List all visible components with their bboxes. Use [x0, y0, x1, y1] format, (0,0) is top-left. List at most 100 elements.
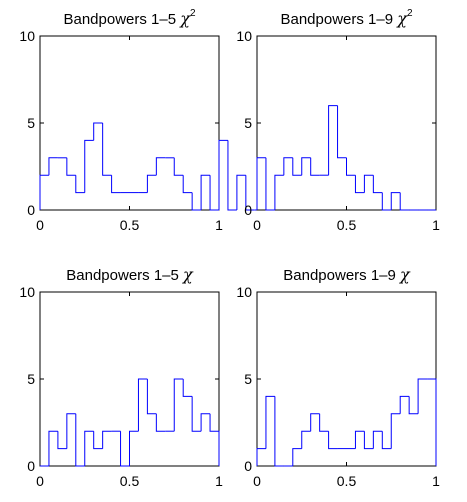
y-tick-label: 10	[19, 284, 35, 300]
histogram-bin	[155, 157, 166, 176]
histogram-bin	[427, 378, 437, 466]
histogram-bin	[227, 140, 237, 211]
histogram-bin	[218, 139, 228, 210]
histogram-bin	[146, 174, 157, 193]
histogram-bin	[236, 174, 246, 210]
x-tick-label: 0.5	[120, 217, 140, 233]
histogram-bin	[354, 175, 365, 194]
panel-title-text: Bandpowers 1–9	[283, 267, 400, 284]
histogram-bin	[155, 413, 166, 432]
histogram-bin	[292, 157, 302, 176]
histogram-bin	[129, 430, 139, 466]
panel-title: Bandpowers 1–5 χ	[66, 265, 194, 284]
histogram-bin	[93, 431, 103, 450]
panel-title-chi-symbol: χ	[179, 9, 191, 28]
x-tick-label: 0.5	[337, 473, 357, 489]
histogram-bin	[48, 430, 58, 466]
x-tick-label: 1	[215, 473, 223, 489]
histogram-bin	[283, 157, 293, 176]
histogram-bin	[328, 431, 338, 450]
histogram-bin	[209, 413, 220, 466]
y-tick-label: 0	[244, 202, 252, 218]
histogram-bin	[75, 413, 85, 467]
histogram-bin	[265, 157, 275, 211]
histogram-bin	[84, 430, 94, 466]
y-tick-label: 5	[244, 115, 252, 131]
axes-box	[256, 35, 437, 211]
histogram-bin	[182, 379, 193, 397]
histogram-bin	[328, 105, 338, 176]
x-tick-label: 0.5	[337, 217, 357, 233]
histogram-bin	[245, 175, 255, 211]
histogram-bin	[301, 157, 311, 176]
y-tick-label: 5	[27, 115, 35, 131]
y-tick-label: 10	[236, 284, 252, 300]
histogram-bin	[200, 413, 211, 432]
histogram-bin	[337, 105, 347, 159]
histogram-bin	[354, 430, 365, 449]
histogram-bin	[39, 174, 49, 210]
histogram-bin	[102, 430, 112, 449]
panel-title-text: Bandpowers 1–5	[63, 11, 180, 28]
panel-title: Bandpowers 1–9 χ	[283, 265, 411, 284]
x-tick-label: 0.5	[120, 473, 140, 489]
histogram-bin	[417, 378, 428, 414]
histogram-bin	[390, 192, 401, 210]
histogram-bin	[84, 139, 94, 193]
panel-title-chi-symbol: χ	[182, 265, 194, 284]
histogram-bin	[256, 448, 266, 466]
histogram-bin	[310, 413, 320, 432]
histogram-bin	[274, 396, 284, 467]
histogram-bin	[319, 413, 329, 432]
y-tick-label: 0	[27, 202, 35, 218]
y-tick-label: 10	[236, 28, 252, 44]
histogram-bin	[102, 123, 112, 176]
histogram-bin	[66, 413, 76, 449]
x-tick-label: 1	[432, 217, 440, 233]
histogram-bin	[173, 378, 184, 432]
histogram-bin	[363, 431, 374, 450]
x-tick-label: 1	[215, 217, 223, 233]
panel-title-text: Bandpowers 1–5	[66, 267, 183, 284]
histogram-bin	[111, 175, 121, 194]
histogram-bin	[310, 157, 320, 176]
histogram-series	[256, 105, 436, 211]
histogram-bin	[137, 378, 148, 432]
y-tick-label: 0	[244, 458, 252, 474]
histogram-bin	[381, 431, 392, 450]
axes-box	[39, 35, 220, 211]
panel-title-superscript: 2	[190, 8, 196, 19]
histogram-bin	[146, 379, 157, 415]
y-tick-label: 5	[244, 371, 252, 387]
x-tick-label: 0	[36, 473, 44, 489]
histogram-bin	[408, 396, 419, 415]
histogram-bin	[381, 192, 392, 211]
panel-title-chi-symbol: χ	[396, 9, 408, 28]
histogram-bin	[256, 157, 266, 210]
histogram-bin	[57, 431, 67, 450]
histogram-series	[256, 378, 437, 467]
histogram-bin	[66, 157, 76, 176]
panel-title: Bandpowers 1–5 χ2	[63, 8, 195, 28]
histogram-bin	[209, 175, 219, 211]
y-tick-label: 10	[19, 28, 35, 44]
histogram-bin	[182, 175, 193, 194]
histogram-bin	[372, 430, 383, 449]
x-tick-label: 0	[253, 473, 261, 489]
panel-title-chi-symbol: χ	[399, 265, 411, 284]
histogram-bin	[346, 157, 356, 176]
histogram-series	[39, 122, 309, 211]
histogram-bin	[173, 157, 184, 176]
histogram-bin	[274, 174, 284, 210]
histogram-bin	[191, 192, 202, 211]
histogram-bin	[363, 174, 374, 193]
panel-title: Bandpowers 1–9 χ2	[280, 8, 412, 28]
histogram-bin	[191, 396, 202, 432]
panel-title-superscript: 2	[407, 8, 413, 19]
histogram-series	[40, 378, 220, 467]
histogram-bin	[48, 157, 58, 176]
